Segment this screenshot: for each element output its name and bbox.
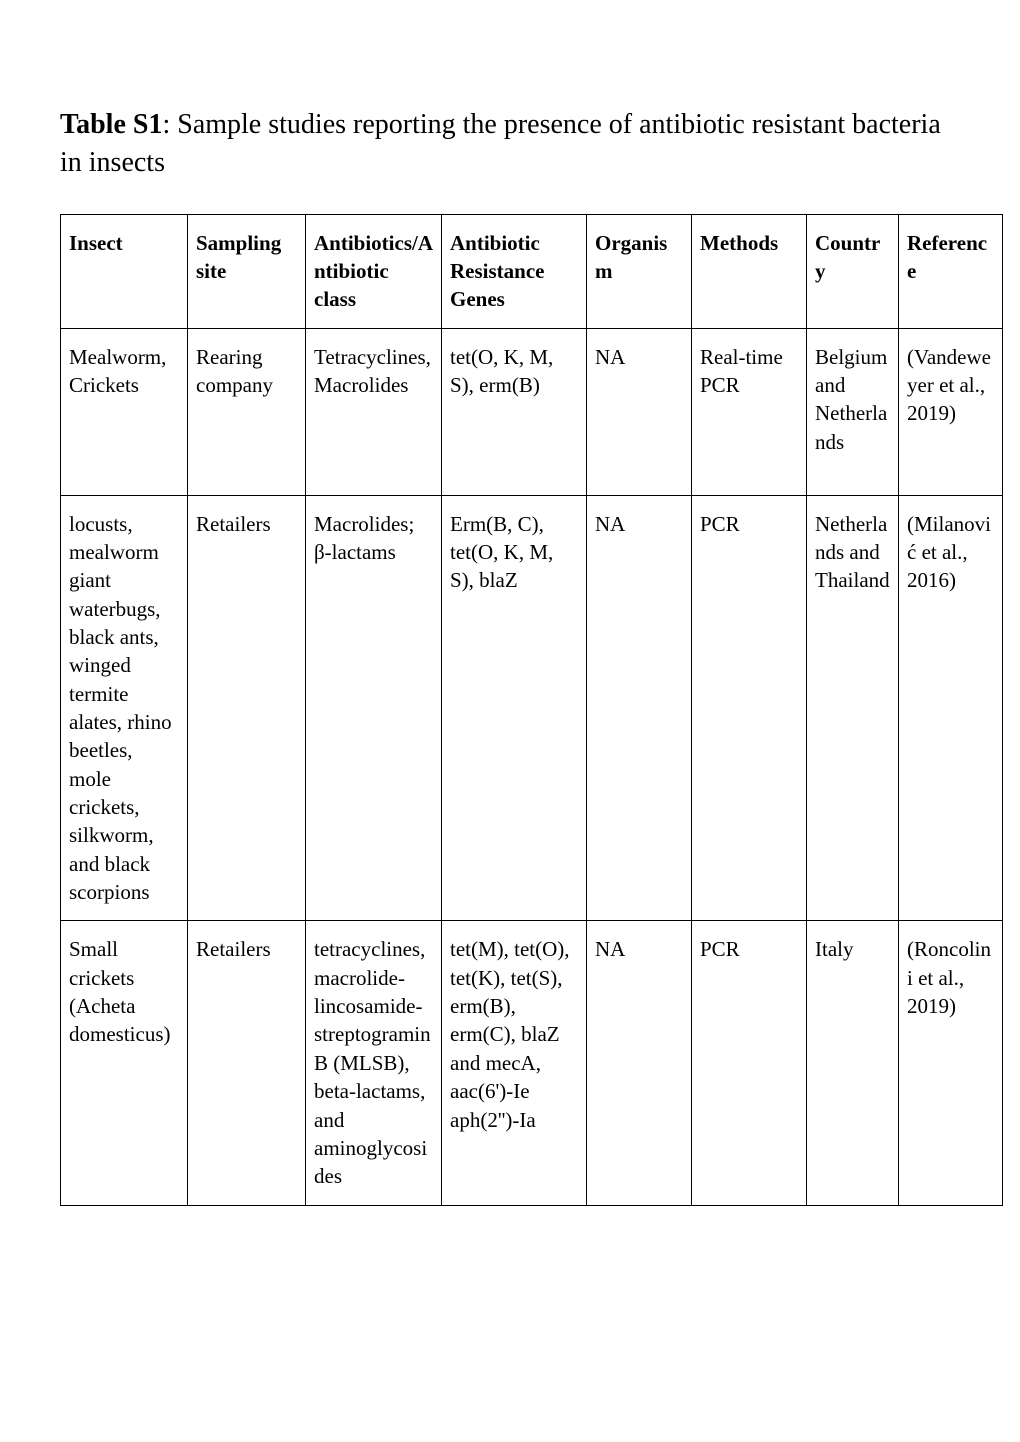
cell-antibiotics: Tetracyclines, Macrolides	[306, 328, 442, 495]
cell-sampling-site: Retailers	[188, 495, 306, 921]
table-caption: Table S1: Sample studies reporting the p…	[60, 106, 960, 182]
col-insect: Insect	[61, 214, 188, 328]
caption-text: : Sample studies reporting the presence …	[60, 109, 941, 178]
page: Table S1: Sample studies reporting the p…	[0, 0, 1020, 1442]
cell-country: Italy	[807, 921, 899, 1205]
caption-label: Table S1	[60, 109, 162, 140]
col-country: Country	[807, 214, 899, 328]
cell-methods: PCR	[692, 495, 807, 921]
cell-methods: Real-time PCR	[692, 328, 807, 495]
cell-antibiotics: Macrolides; β-lactams	[306, 495, 442, 921]
col-genes: Antibiotic Resistance Genes	[442, 214, 587, 328]
cell-insect: Mealworm, Crickets	[61, 328, 188, 495]
table-row: locusts, mealworm giant waterbugs, black…	[61, 495, 1003, 921]
col-sampling-site: Sampling site	[188, 214, 306, 328]
table-row: Small crickets (Acheta domesticus) Retai…	[61, 921, 1003, 1205]
studies-table: Insect Sampling site Antibiotics/Antibio…	[60, 214, 1003, 1206]
col-methods: Methods	[692, 214, 807, 328]
cell-methods: PCR	[692, 921, 807, 1205]
col-organism: Organism	[587, 214, 692, 328]
cell-reference: (Milanović et al., 2016)	[899, 495, 1003, 921]
cell-genes: tet(M), tet(O), tet(K), tet(S), erm(B), …	[442, 921, 587, 1205]
cell-country: Netherlands and Thailand	[807, 495, 899, 921]
col-reference: Reference	[899, 214, 1003, 328]
cell-country: Belgium and Netherlands	[807, 328, 899, 495]
cell-genes: Erm(B, C), tet(O, K, M, S), blaZ	[442, 495, 587, 921]
cell-sampling-site: Rearing company	[188, 328, 306, 495]
table-header-row: Insect Sampling site Antibiotics/Antibio…	[61, 214, 1003, 328]
cell-organism: NA	[587, 495, 692, 921]
cell-insect: Small crickets (Acheta domesticus)	[61, 921, 188, 1205]
cell-reference: (Roncolini et al., 2019)	[899, 921, 1003, 1205]
cell-organism: NA	[587, 328, 692, 495]
cell-genes: tet(O, K, M, S), erm(B)	[442, 328, 587, 495]
cell-organism: NA	[587, 921, 692, 1205]
cell-antibiotics: tetracyclines, macrolide-lincosamide-str…	[306, 921, 442, 1205]
cell-insect: locusts, mealworm giant waterbugs, black…	[61, 495, 188, 921]
cell-sampling-site: Retailers	[188, 921, 306, 1205]
table-row: Mealworm, Crickets Rearing company Tetra…	[61, 328, 1003, 495]
cell-reference: (Vandeweyer et al., 2019)	[899, 328, 1003, 495]
col-antibiotics: Antibiotics/Antibiotic class	[306, 214, 442, 328]
